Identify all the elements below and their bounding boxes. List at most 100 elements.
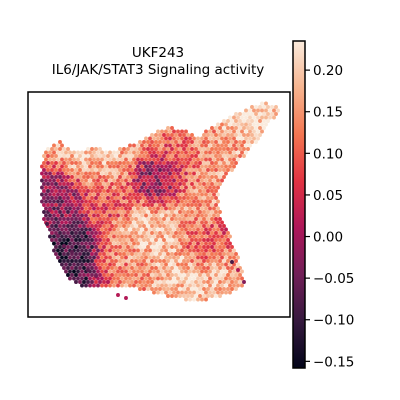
data-spot: [214, 238, 218, 242]
data-spot: [162, 203, 166, 207]
data-spot: [240, 283, 244, 288]
data-spot: [142, 238, 146, 242]
data-spot: [42, 203, 46, 207]
data-spot: [110, 161, 114, 165]
data-spot: [62, 196, 66, 200]
data-spot: [220, 164, 224, 169]
data-spot: [236, 268, 240, 272]
data-spot: [156, 255, 160, 260]
data-spot: [150, 280, 154, 284]
data-spot: [224, 276, 228, 281]
data-spot: [50, 217, 54, 221]
data-spot: [70, 266, 74, 270]
data-spot: [84, 227, 88, 232]
data-spot: [142, 140, 146, 144]
data-spot: [150, 182, 154, 186]
data-spot: [70, 196, 74, 200]
data-spot: [86, 189, 90, 193]
data-spot: [146, 196, 150, 200]
data-spot: [64, 192, 68, 197]
data-spot: [50, 154, 54, 158]
data-spot: [128, 234, 132, 239]
data-spot: [76, 262, 80, 267]
data-spot: [212, 269, 216, 274]
data-spot: [54, 238, 58, 242]
data-spot: [250, 105, 254, 109]
data-spot: [138, 182, 142, 186]
data-spot: [184, 290, 188, 295]
data-spot: [86, 231, 90, 235]
data-spot: [120, 192, 124, 197]
data-spot: [194, 196, 198, 200]
data-spot: [74, 196, 78, 200]
data-spot: [176, 136, 180, 141]
data-spot: [62, 238, 66, 242]
data-spot: [94, 175, 98, 179]
data-spot: [214, 217, 218, 221]
data-spot: [166, 280, 170, 284]
data-spot: [142, 175, 146, 179]
data-spot: [202, 154, 206, 158]
data-spot: [106, 189, 110, 193]
data-spot: [44, 178, 48, 183]
data-spot: [66, 231, 70, 235]
data-spot: [138, 154, 142, 158]
data-spot: [46, 203, 50, 207]
data-spot: [102, 189, 106, 193]
data-spot: [126, 210, 130, 214]
data-spot: [214, 147, 218, 151]
data-spot: [124, 241, 128, 246]
data-spot: [112, 220, 116, 225]
data-spot: [80, 185, 84, 190]
data-spot: [88, 255, 92, 260]
data-spot: [126, 196, 130, 200]
data-spot: [58, 259, 62, 263]
data-spot: [198, 252, 202, 256]
data-spot: [96, 227, 100, 232]
data-spot: [124, 199, 128, 204]
data-spot: [82, 280, 86, 284]
data-spot: [142, 182, 146, 186]
data-spot: [114, 189, 118, 193]
data-spot: [108, 234, 112, 239]
data-spot: [58, 238, 62, 242]
data-spot: [76, 213, 80, 218]
data-spot: [180, 255, 184, 260]
data-spot: [150, 273, 154, 277]
data-spot: [224, 283, 228, 288]
data-spot: [148, 255, 152, 260]
data-spot: [190, 210, 194, 214]
data-spot: [164, 213, 168, 218]
data-spot: [208, 129, 212, 134]
data-spot: [72, 262, 76, 267]
data-spot: [46, 147, 50, 151]
data-spot: [44, 157, 48, 162]
data-spot: [202, 273, 206, 277]
data-spot: [164, 276, 168, 281]
data-spot: [114, 168, 118, 172]
data-spot: [186, 147, 190, 151]
data-spot: [140, 234, 144, 239]
data-spot: [72, 234, 76, 239]
data-spot: [176, 157, 180, 162]
data-spot: [54, 231, 58, 235]
data-spot: [48, 199, 52, 204]
data-spot: [120, 276, 124, 281]
data-spot: [218, 259, 222, 263]
data-spot: [58, 140, 62, 144]
data-spot: [180, 213, 184, 218]
data-spot: [198, 287, 202, 291]
data-spot: [106, 154, 110, 158]
data-spot: [194, 189, 198, 193]
data-spot: [114, 273, 118, 277]
data-spot: [216, 276, 220, 281]
data-spot: [154, 245, 158, 249]
data-spot: [224, 150, 228, 155]
data-spot: [192, 206, 196, 211]
data-spot: [188, 227, 192, 232]
data-spot: [114, 182, 118, 186]
data-spot: [72, 157, 76, 162]
data-spot: [154, 217, 158, 221]
data-spot: [126, 154, 130, 158]
data-spot: [54, 147, 58, 151]
